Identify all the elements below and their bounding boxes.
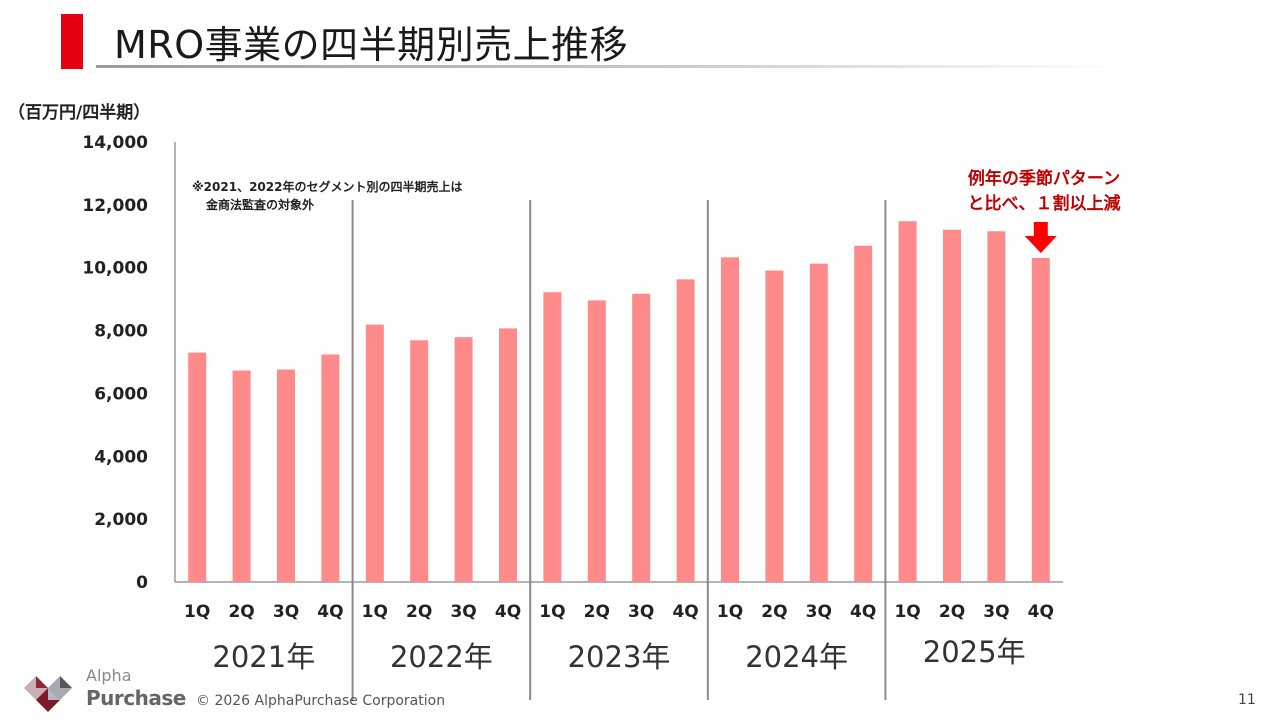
title-accent-bar (61, 14, 83, 69)
x-tick-label: 4Q (495, 602, 521, 622)
bar (543, 292, 562, 582)
bar (321, 354, 340, 582)
y-tick-label: 10,000 (82, 259, 148, 279)
bar (987, 231, 1006, 582)
bar (499, 328, 517, 582)
bar (188, 352, 207, 582)
bar (721, 257, 739, 582)
x-tick-label: 3Q (628, 602, 654, 622)
bar (898, 221, 917, 582)
x-tick-label: 2Q (939, 602, 965, 622)
bar (809, 263, 828, 582)
year-label: 2021年 (212, 640, 315, 674)
y-axis-unit-label: （百万円/四半期） (8, 103, 151, 123)
y-tick-label: 8,000 (94, 322, 148, 342)
x-tick-label: 3Q (983, 602, 1009, 622)
y-tick-label: 2,000 (94, 510, 148, 530)
x-tick-label: 1Q (362, 602, 388, 622)
audit-note-line1: ※2021、2022年のセグメント別の四半期売上は (192, 180, 463, 194)
bar (1031, 257, 1050, 582)
bar (632, 293, 651, 582)
bar (232, 370, 251, 582)
logo-word-purchase: Purchase (86, 686, 186, 710)
x-tick-label: 2Q (584, 602, 610, 622)
x-tick-label: 2Q (406, 602, 432, 622)
callout-line2: と比べ、１割以上減 (967, 194, 1121, 214)
copyright: © 2026 AlphaPurchase Corporation (196, 693, 446, 709)
y-tick-label: 4,000 (94, 447, 148, 467)
logo-mark-icon (24, 676, 72, 712)
bar (365, 324, 384, 582)
x-tick-label: 3Q (450, 602, 476, 622)
bar (854, 245, 873, 582)
logo-word-alpha: Alpha (86, 666, 132, 685)
x-tick-label: 4Q (317, 602, 343, 622)
company-logo: Alpha Purchase (20, 666, 186, 714)
y-tick-label: 14,000 (82, 133, 148, 153)
x-tick-label: 1Q (717, 602, 743, 622)
bar (943, 229, 961, 582)
bar (277, 369, 295, 582)
bar (587, 300, 606, 582)
x-tick-label: 3Q (806, 602, 832, 622)
callout-line1: 例年の季節パターン (967, 169, 1121, 189)
audit-note: ※2021、2022年のセグメント別の四半期売上は 金商法監査の対象外 (192, 178, 462, 214)
x-tick-label: 1Q (184, 602, 210, 622)
bar (765, 270, 784, 582)
y-tick-label: 0 (136, 573, 148, 593)
x-tick-label: 1Q (539, 602, 565, 622)
year-label: 2024年 (745, 640, 848, 674)
bar (676, 279, 695, 582)
x-tick-label: 3Q (273, 602, 299, 622)
x-tick-label: 1Q (894, 602, 920, 622)
x-tick-label: 4Q (672, 602, 698, 622)
x-tick-label: 2Q (228, 602, 254, 622)
page-title: MRO事業の四半期別売上推移 (114, 23, 629, 67)
x-tick-label: 4Q (1028, 602, 1054, 622)
page-number: 11 (1238, 692, 1256, 708)
y-tick-label: 6,000 (94, 384, 148, 404)
y-tick-label: 12,000 (82, 196, 148, 216)
year-label: 2023年 (568, 640, 671, 674)
year-label: 2022年 (390, 640, 493, 674)
year-label: 2025年 (923, 635, 1026, 669)
bar (410, 340, 429, 582)
seasonal-callout: 例年の季節パターン と比べ、１割以上減 (930, 167, 1158, 217)
bar (454, 337, 473, 582)
x-tick-label: 2Q (761, 602, 787, 622)
down-arrow-icon (1024, 222, 1057, 253)
title-underline (96, 65, 1120, 68)
audit-note-line2: 金商法監査の対象外 (206, 198, 315, 212)
x-tick-label: 4Q (850, 602, 876, 622)
